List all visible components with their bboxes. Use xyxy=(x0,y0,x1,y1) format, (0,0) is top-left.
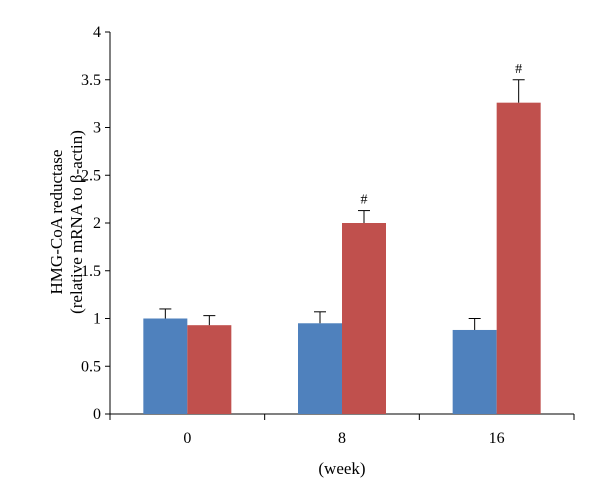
y-axis-title: HMG-CoA reductase (relative mRNA to β-ac… xyxy=(47,130,86,314)
y-axis-title-line-1: HMG-CoA reductase xyxy=(47,150,66,295)
bar xyxy=(298,323,342,414)
y-tick-label: 0 xyxy=(93,406,101,423)
x-tick-label: 0 xyxy=(183,430,191,447)
y-tick-label: 2.5 xyxy=(81,167,101,184)
y-tick-label: 3 xyxy=(93,120,101,137)
bar xyxy=(342,223,386,414)
bar xyxy=(187,325,232,414)
bar xyxy=(452,329,497,414)
y-tick-label: 3.5 xyxy=(81,72,101,89)
y-tick-label: 1.5 xyxy=(81,263,101,280)
x-tick-label: 16 xyxy=(489,430,505,447)
bar xyxy=(496,102,541,415)
significance-marker: # xyxy=(361,193,368,208)
y-tick-label: 0.5 xyxy=(81,358,101,375)
bar xyxy=(143,318,188,414)
significance-marker: # xyxy=(515,62,522,77)
y-tick-label: 4 xyxy=(93,24,101,41)
y-tick-label: 2 xyxy=(93,215,101,232)
y-axis-title-line-2: (relative mRNA to β-actin) xyxy=(67,130,86,314)
x-axis-title: (week) xyxy=(318,459,365,478)
x-tick-label: 8 xyxy=(338,430,346,447)
y-tick-label: 1 xyxy=(93,311,101,328)
